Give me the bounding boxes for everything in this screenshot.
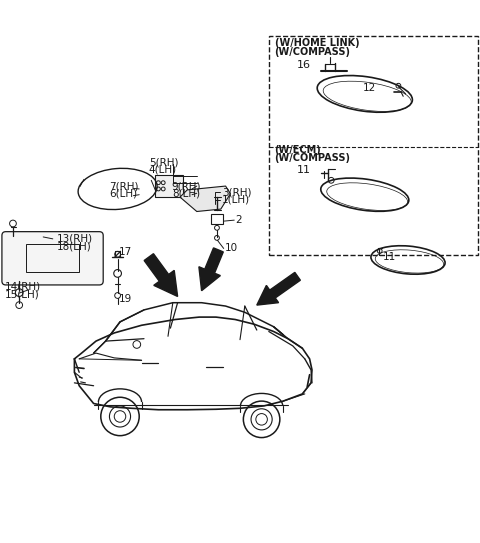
Bar	[26, 244, 79, 273]
Text: 13(RH): 13(RH)	[57, 234, 93, 244]
Text: 17: 17	[119, 247, 132, 257]
Text: 12: 12	[362, 83, 376, 93]
Text: 18(LH): 18(LH)	[57, 241, 91, 251]
Text: 14(RH): 14(RH)	[5, 282, 41, 292]
Text: 6(LH): 6(LH)	[109, 188, 138, 198]
Text: (W/COMPASS): (W/COMPASS)	[275, 47, 350, 56]
Text: 11: 11	[297, 165, 311, 175]
FancyBboxPatch shape	[2, 232, 103, 285]
Text: 5(RH): 5(RH)	[149, 157, 178, 167]
Text: 4(LH): 4(LH)	[149, 165, 177, 174]
Text: 16: 16	[297, 60, 311, 70]
Polygon shape	[257, 273, 300, 305]
Text: 3(RH): 3(RH)	[222, 187, 251, 197]
Text: 11: 11	[383, 252, 396, 262]
Text: 1(LH): 1(LH)	[222, 194, 250, 205]
Text: (W/COMPASS): (W/COMPASS)	[275, 153, 350, 163]
Text: (W/ECM): (W/ECM)	[275, 145, 321, 155]
Bar	[269, 36, 478, 255]
Bar	[155, 175, 183, 197]
Polygon shape	[144, 254, 178, 296]
Text: 15(LH): 15(LH)	[5, 289, 39, 299]
Polygon shape	[180, 186, 230, 212]
Bar	[211, 214, 223, 224]
Text: 9(RH): 9(RH)	[172, 181, 201, 191]
Text: 8(LH): 8(LH)	[172, 188, 200, 198]
Text: 7(RH): 7(RH)	[109, 181, 139, 191]
Polygon shape	[199, 248, 223, 291]
Text: 10: 10	[225, 243, 238, 254]
Text: 2: 2	[235, 215, 242, 225]
Text: (W/HOME LINK): (W/HOME LINK)	[275, 39, 359, 48]
Text: 19: 19	[119, 294, 132, 304]
